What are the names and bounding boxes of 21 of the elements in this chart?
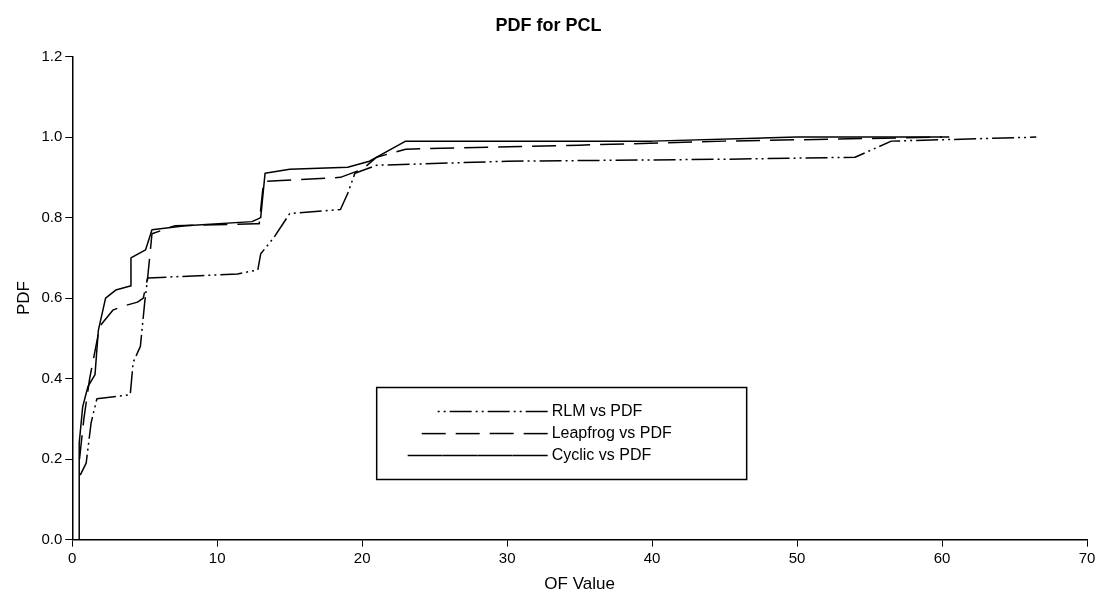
x-tick-label: 0 xyxy=(68,548,77,566)
x-axis-title: OF Value xyxy=(544,574,615,594)
y-tick-label: 0.8 xyxy=(41,207,63,225)
x-tick-label: 60 xyxy=(933,548,951,566)
y-tick-label: 0.2 xyxy=(41,449,63,467)
x-tick-label: 70 xyxy=(1078,548,1096,566)
y-tick-label: 0.0 xyxy=(41,529,63,547)
y-axis-title: PDF xyxy=(13,281,33,316)
y-tick-label: 1.2 xyxy=(41,46,63,64)
x-tick-label: 40 xyxy=(643,548,661,566)
x-tick-label: 30 xyxy=(498,548,516,566)
y-tick-label: 0.6 xyxy=(41,288,63,306)
legend-label: RLM vs PDF xyxy=(551,402,643,420)
y-tick-label: 0.4 xyxy=(41,368,63,386)
x-tick-label: 20 xyxy=(353,548,371,566)
x-tick-label: 50 xyxy=(788,548,806,566)
legend-label: Leapfrog vs PDF xyxy=(551,424,672,442)
x-tick-label: 10 xyxy=(208,548,226,566)
chart-title: PDF for PCL xyxy=(495,14,602,35)
y-tick-label: 1.0 xyxy=(41,127,63,145)
legend-label: Cyclic vs PDF xyxy=(551,446,652,464)
